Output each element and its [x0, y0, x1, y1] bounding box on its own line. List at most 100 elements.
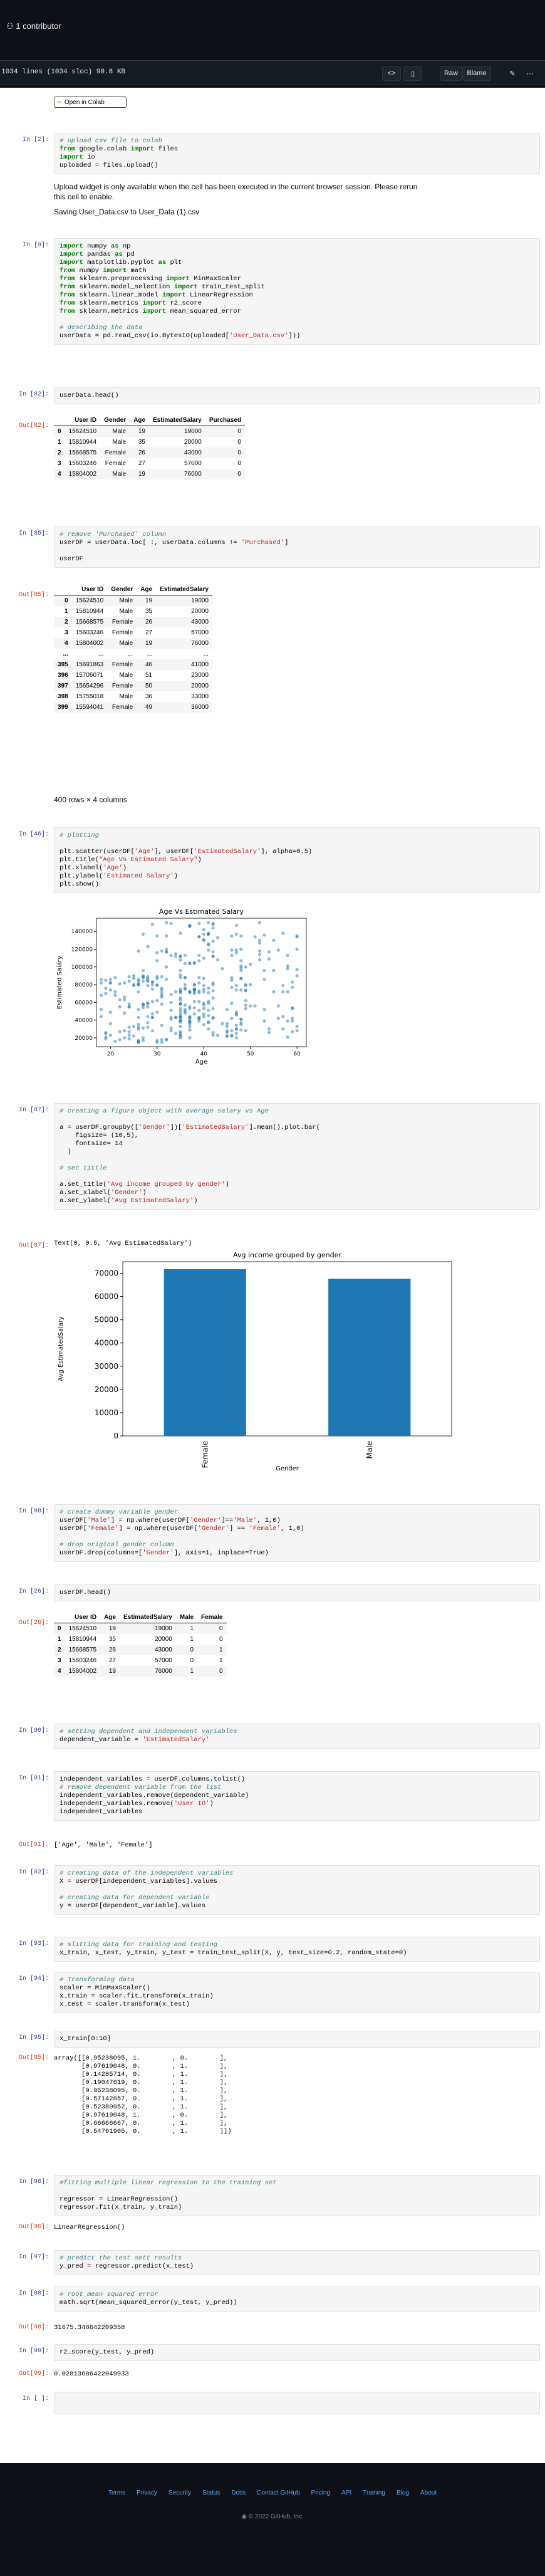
scatter-point	[192, 1000, 196, 1003]
scatter-point	[291, 1030, 294, 1034]
more-icon[interactable]: ⋯	[526, 70, 534, 78]
scatter-point	[244, 1003, 247, 1007]
code-cell-c88[interactable]: # create dummy variable gender userDF['M…	[54, 1504, 540, 1562]
scatter-point	[291, 1007, 294, 1010]
out-prompt-c95: Out[95]:	[18, 2055, 49, 2061]
code-cell-c99[interactable]: r2_score(y_test, y_pred)	[54, 2344, 540, 2361]
code-cell-c96[interactable]: #fitting multiple linear regression to t…	[54, 2175, 540, 2216]
footer-link-terms[interactable]: Terms	[108, 2490, 126, 2496]
code-cell-c_empty[interactable]	[54, 2392, 540, 2414]
code-cell-c92[interactable]: # creating data of the independent varia…	[54, 1865, 540, 1915]
row-index: 1	[58, 439, 61, 446]
code-view-button[interactable]: <>	[382, 66, 401, 81]
scatter-point	[188, 1024, 192, 1029]
code-cell-c93[interactable]: # slitting data for training and testing…	[54, 1937, 540, 1962]
table-cell: 15624510	[75, 597, 104, 604]
footer-link-docs[interactable]: Docs	[231, 2490, 246, 2496]
scatter-point	[146, 1015, 150, 1018]
cell-prompt-c82: In [82]:	[18, 391, 49, 398]
scatter-point	[262, 977, 266, 982]
scatter-point	[104, 1035, 108, 1039]
scatter-point	[225, 1008, 229, 1012]
scatter-point	[169, 1026, 173, 1030]
footer-link-status[interactable]: Status	[202, 2490, 221, 2496]
display-source-button[interactable]: ▯	[403, 66, 422, 81]
footer-link-api[interactable]: API	[341, 2490, 352, 2496]
scatter-point	[188, 1028, 192, 1032]
code-cell-c2[interactable]: # upload csv file to colab from google.c…	[54, 133, 540, 174]
scatter-point	[207, 987, 210, 990]
footer-link-security[interactable]: Security	[168, 2490, 191, 2496]
code-cell-c94[interactable]: # Transforming data scaler = MinMaxScale…	[54, 1972, 540, 2013]
contributors-label[interactable]: ⚇ 1 contributor	[6, 21, 61, 31]
scatter-point	[132, 1024, 136, 1029]
table-cell: Female	[105, 449, 127, 456]
scatter-point	[99, 981, 103, 985]
scatter-point	[141, 1039, 145, 1042]
scatter-point	[202, 1012, 205, 1016]
scatter-point	[239, 934, 243, 938]
scatter-point	[257, 938, 262, 942]
footer-link-contact[interactable]: Contact GitHub	[257, 2490, 300, 2496]
table-cell: 20000	[154, 1636, 172, 1643]
cell-prompt-c2: In [2]:	[22, 137, 49, 144]
table-cell: 15691863	[75, 661, 104, 668]
footer-link-about[interactable]: About	[420, 2490, 437, 2496]
code-cell-c90[interactable]: # setting dependent and independent vari…	[54, 1724, 540, 1749]
scatter-point	[253, 1004, 257, 1008]
blame-button[interactable]: Blame	[462, 66, 491, 81]
code-cell-c9[interactable]: import numpy as np import pandas as pd i…	[54, 238, 540, 345]
scatter-point	[137, 983, 140, 987]
table-row: 4 15804002 Male 19 76000 0	[54, 469, 245, 479]
row-index: 0	[65, 597, 68, 604]
scatter-point	[295, 947, 299, 951]
edit-icon[interactable]: ✎	[509, 70, 516, 78]
open-in-colab-badge[interactable]: ∞ Open in Colab	[54, 97, 127, 108]
scatter-point	[286, 1035, 289, 1039]
table-cell: 15624510	[68, 428, 97, 435]
table-cell: ...	[98, 651, 104, 657]
scatter-point	[249, 962, 252, 966]
x-tick-label: Male	[365, 1441, 374, 1458]
code-cell-c91[interactable]: independent_variables = userDF.columns.t…	[54, 1771, 540, 1821]
table-cell: 57000	[191, 629, 209, 636]
scatter-point	[291, 1017, 294, 1020]
table-cell: 20000	[184, 439, 202, 446]
github-logo-icon: ◉	[241, 2513, 247, 2520]
table-row: 3 15603246 27 57000 0 1	[54, 1655, 227, 1666]
scatter-point	[272, 990, 276, 993]
table-cell: Male	[112, 428, 127, 435]
scatter-point	[99, 1008, 103, 1012]
code-cell-c87[interactable]: # creating a figure object with average …	[54, 1103, 540, 1210]
scatter-point	[150, 1029, 154, 1033]
scatter-point	[118, 998, 122, 1002]
scatter-point	[272, 938, 276, 942]
footer-link-training[interactable]: Training	[363, 2490, 385, 2496]
scatter-point	[234, 948, 238, 952]
table-row: 1 15810944 Male 35 20000 0	[54, 437, 245, 448]
footer-link-privacy[interactable]: Privacy	[137, 2490, 157, 2496]
footer-link-blog[interactable]: Blog	[397, 2490, 410, 2496]
raw-button[interactable]: Raw	[440, 66, 462, 81]
code-cell-c26[interactable]: userDF.head()	[54, 1584, 540, 1601]
out-prompt-c98: Out[98]:	[18, 2324, 49, 2331]
scatter-point	[234, 1032, 238, 1035]
row-index: 3	[58, 460, 61, 467]
scatter-point	[192, 983, 196, 987]
scatter-point	[257, 958, 262, 962]
scatter-point	[262, 1008, 266, 1012]
code-cell-c82[interactable]: userData.head()	[54, 387, 540, 404]
code-cell-c85[interactable]: # remove 'Purchased' column userDF = use…	[54, 526, 540, 568]
scatter-point	[99, 1015, 103, 1018]
scatter-point	[169, 1017, 173, 1021]
code-cell-c46[interactable]: # plotting plt.scatter(userDF['Age'], us…	[54, 827, 540, 893]
code-cell-c95[interactable]: x_train[0:10]	[54, 2031, 540, 2048]
code-cell-c97[interactable]: # predict the test sett results y_pred =…	[54, 2250, 540, 2275]
scatter-point	[267, 957, 271, 961]
table-header	[54, 415, 65, 426]
footer-link-pricing[interactable]: Pricing	[311, 2490, 331, 2496]
row-index: 396	[58, 672, 68, 679]
code-cell-c98[interactable]: # root mean squared error math.sqrt(mean…	[54, 2286, 540, 2312]
scatter-point	[188, 924, 192, 928]
scatter-point	[127, 1025, 131, 1029]
